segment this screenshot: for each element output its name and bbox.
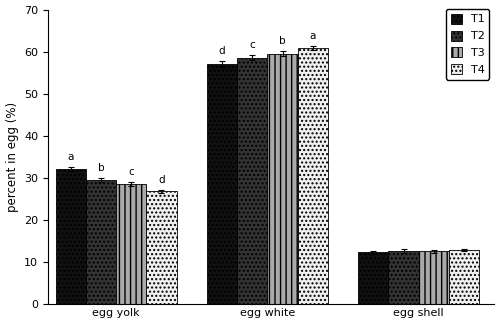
Text: a: a [310,31,316,41]
Bar [388,251,419,304]
Bar [146,191,176,304]
Bar [86,180,116,304]
Bar [298,48,328,304]
Text: a: a [68,152,74,162]
Bar [116,184,146,304]
Bar [358,252,388,304]
Bar [56,169,86,304]
Bar [268,54,298,304]
Bar [207,64,237,304]
Text: c: c [250,40,255,50]
Text: d: d [218,46,226,56]
Bar [237,58,268,304]
Bar [419,251,449,304]
Text: c: c [128,167,134,177]
Text: b: b [279,36,286,46]
Legend: T1, T2, T3, T4: T1, T2, T3, T4 [446,9,489,80]
Bar [449,250,480,304]
Text: d: d [158,175,165,185]
Y-axis label: percent in egg (%): percent in egg (%) [6,101,18,212]
Text: b: b [98,163,104,173]
